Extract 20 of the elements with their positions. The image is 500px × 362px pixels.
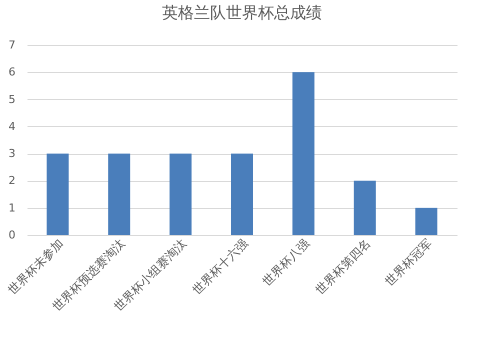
- y-tick-label: 4: [8, 120, 16, 133]
- x-tick-label: 世界杯十六强: [190, 236, 250, 297]
- y-tick-label: 6: [8, 66, 16, 79]
- y-tick-label: 2: [8, 174, 16, 188]
- bar: [354, 180, 376, 235]
- y-tick-label: 1: [8, 201, 16, 214]
- bar: [108, 154, 130, 235]
- y-tick-label: 5: [8, 92, 16, 106]
- chart-title: 英格兰队世界杯总成绩: [162, 3, 322, 22]
- y-tick-label: 7: [8, 38, 16, 52]
- x-tick-label: 世界杯第四名: [312, 236, 374, 297]
- bar: [415, 208, 438, 235]
- bar: [292, 72, 314, 235]
- bar: [46, 154, 69, 235]
- bar: [231, 154, 253, 235]
- x-tick-label: 世界杯冠军: [382, 236, 435, 288]
- y-tick-label: 0: [8, 228, 16, 242]
- y-tick-label: 3: [8, 147, 16, 160]
- bar: [170, 154, 192, 235]
- x-tick-label: 世界杯八强: [260, 236, 312, 288]
